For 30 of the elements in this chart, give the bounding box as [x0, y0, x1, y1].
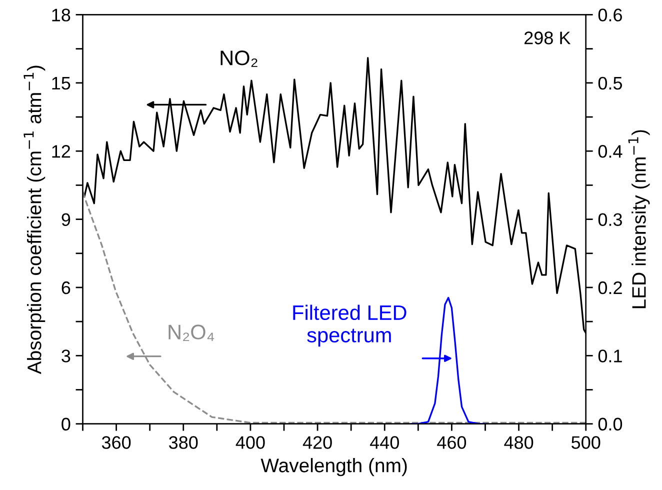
x-tick-label: 480 [504, 436, 534, 449]
y-tick-label: 3 [62, 350, 70, 362]
y2-tick-label: 0.2 [598, 281, 622, 294]
y-tick-label: 15 [52, 77, 70, 90]
series-label: Filtered LED spectrum [293, 304, 406, 347]
y-tick-label: 0 [62, 418, 70, 431]
x-tick-label: 460 [437, 436, 466, 449]
y-axis-title: Absorption coefficient (cm$^{−1}$ atm$^{−1}$) [24, 66, 46, 374]
x-tick-label: 380 [169, 436, 198, 449]
y-tick-label: 6 [62, 281, 70, 294]
y2-tick-label: 0.6 [598, 8, 622, 22]
x-tick-label: 440 [370, 436, 399, 449]
y2-tick-label: 0.1 [598, 350, 622, 362]
y2-tick-label: 0.5 [598, 76, 622, 90]
x-tick-label: 400 [236, 436, 265, 449]
y-tick-label: 12 [52, 145, 70, 158]
y-tick-label: 18 [52, 8, 70, 22]
x-axis-title: Wavelength (nm) [260, 458, 407, 476]
y-tick-label: 9 [62, 213, 70, 226]
x-tick-label: 360 [102, 436, 131, 449]
x-tick-label: 500 [572, 436, 600, 449]
series-label: NO₂ [220, 50, 258, 67]
y2-tick-label: 0.4 [598, 145, 622, 158]
y2-tick-label: 0.3 [598, 213, 622, 226]
series-label: N₂O₄ [168, 324, 214, 342]
y2-axis-title: LED intensity (nm$^{−1}$) [628, 130, 650, 308]
line-series [410, 296, 486, 424]
annotation: 298 K [524, 32, 571, 44]
x-tick-label: 420 [302, 436, 332, 449]
y2-tick-label: 0.0 [598, 418, 622, 431]
